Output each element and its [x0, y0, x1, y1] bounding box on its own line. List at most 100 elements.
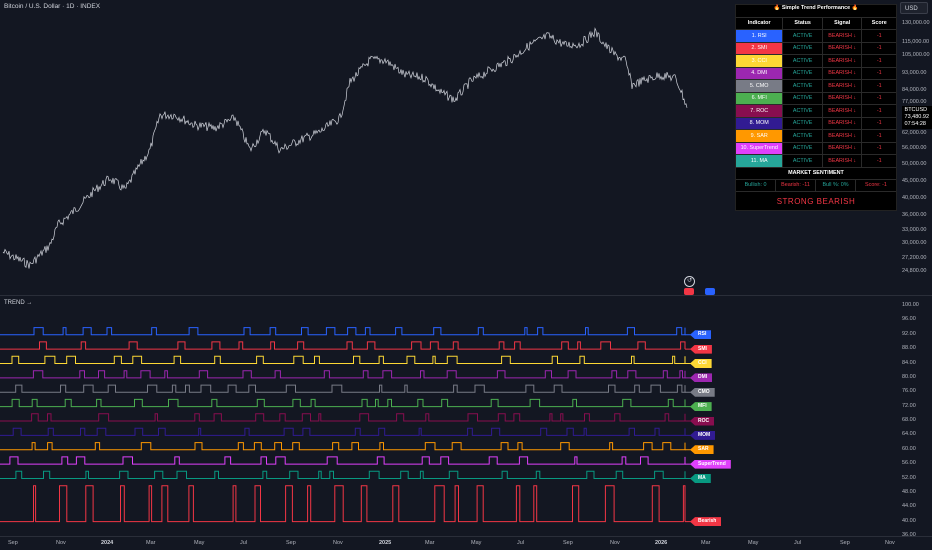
- score-cell: -1: [876, 70, 882, 77]
- score-cell: -1: [876, 45, 882, 52]
- time-tick-label: Mar: [146, 540, 156, 546]
- score-cell: -1: [876, 132, 882, 139]
- price-tick-label: 62,000.00: [902, 130, 927, 136]
- trend-performance-table: 🔥 Simple Trend Performance 🔥 Indicator S…: [735, 4, 897, 211]
- time-tick-label: May: [748, 540, 759, 546]
- table-row: 5. CMO ACTIVE BEARISH ↓ -1: [736, 80, 896, 93]
- last-price-symbol: BTCUSD: [904, 107, 928, 113]
- price-tick-label: 27,200.00: [902, 255, 927, 261]
- indicator-tick-label: 84.00: [902, 359, 916, 366]
- symbol-title[interactable]: Bitcoin / U.S. Dollar · 1D · INDEX: [4, 3, 101, 10]
- sentiment-score: Score: -1: [865, 182, 887, 189]
- indicator-tick-label: 72.00: [902, 402, 916, 409]
- status-cell: ACTIVE: [783, 30, 823, 42]
- replay-icon[interactable]: ↺: [684, 276, 695, 287]
- score-cell: -1: [876, 82, 882, 89]
- price-tick-label: 115,000.00: [902, 39, 930, 45]
- indicator-tick-label: 64.00: [902, 431, 916, 438]
- time-tick-label: Sep: [8, 540, 18, 546]
- bearish-count: Bearish: -11: [776, 179, 816, 191]
- currency-selector[interactable]: USD: [900, 2, 928, 14]
- indicator-tick-label: 48.00: [902, 488, 916, 495]
- time-tick-label: Nov: [885, 540, 895, 546]
- table-row: 1. RSI ACTIVE BEARISH ↓ -1: [736, 30, 896, 43]
- score-cell: -1: [876, 157, 882, 164]
- indicator-tag: MFI: [690, 402, 712, 412]
- indicator-name[interactable]: TREND →: [4, 300, 33, 306]
- time-tick-label: 2025: [379, 540, 392, 546]
- time-tick-label: Mar: [701, 540, 711, 546]
- price-tick-label: 56,000.00: [902, 145, 927, 151]
- time-tick-label: Jul: [794, 540, 802, 546]
- indicator-line-rsi: [0, 327, 686, 336]
- event-flag-icon[interactable]: [705, 288, 715, 295]
- sentiment-stats: Bullish: 0 Bearish: -11 Bull %: 0% Score…: [736, 179, 896, 192]
- indicator-tick-label: 44.00: [902, 503, 916, 510]
- sentiment-title: MARKET SENTIMENT: [736, 168, 896, 180]
- indicator-tick-label: 100.00: [902, 302, 919, 308]
- time-tick-label: Mar: [425, 540, 435, 546]
- price-tick-label: 50,000.00: [902, 161, 927, 167]
- last-price-label: BTCUSD 73,480.92 07:54:28: [901, 106, 932, 129]
- indicator-name-cell: 3. CCI: [736, 55, 784, 67]
- indicator-name-cell: 7. ROC: [736, 105, 784, 117]
- indicator-name-cell: 9. SAR: [736, 130, 784, 142]
- indicator-line-bearish: [0, 485, 686, 523]
- event-flag-icon[interactable]: [684, 288, 694, 295]
- table-header: Indicator Status Signal Score: [736, 17, 896, 30]
- table-row: 9. SAR ACTIVE BEARISH ↓ -1: [736, 130, 896, 143]
- indicator-tick-label: 96.00: [902, 316, 916, 323]
- status-cell: ACTIVE: [783, 130, 823, 142]
- score-cell: -1: [876, 107, 882, 114]
- time-tick-label: Sep: [840, 540, 850, 546]
- time-tick-label: Jul: [240, 540, 248, 546]
- indicator-chart[interactable]: [0, 296, 932, 536]
- price-tick-label: 105,000.00: [902, 52, 930, 58]
- time-axis[interactable]: [0, 536, 932, 550]
- signal-cell: BEARISH ↓: [823, 67, 863, 79]
- indicator-line-sar: [0, 442, 686, 451]
- price-tick-label: 77,000.00: [902, 99, 927, 105]
- last-price-countdown: 07:54:28: [904, 121, 926, 127]
- indicator-line-mfi: [0, 398, 686, 408]
- status-cell: ACTIVE: [783, 80, 823, 92]
- indicator-tag: CMO: [690, 387, 715, 397]
- signal-cell: BEARISH ↓: [823, 80, 863, 92]
- indicator-line-ma: [0, 470, 686, 479]
- signal-cell: BEARISH ↓: [823, 30, 863, 42]
- indicator-tag: SMI: [690, 344, 712, 354]
- price-tick-label: 40,000.00: [902, 195, 927, 201]
- sentiment-verdict: STRONG BEARISH: [776, 196, 856, 206]
- status-cell: ACTIVE: [783, 117, 823, 129]
- table-row: 10. SuperTrend ACTIVE BEARISH ↓ -1: [736, 142, 896, 155]
- price-tick-label: 45,000.00: [902, 178, 927, 184]
- bull-percent: Bull %: 0%: [816, 179, 856, 191]
- indicator-tick-label: 68.00: [902, 417, 916, 423]
- indicator-tag: ROC: [690, 416, 715, 426]
- header-status: Status: [783, 17, 823, 29]
- indicator-tag: SAR: [690, 445, 714, 455]
- time-tick-label: Jul: [517, 540, 525, 546]
- status-cell: ACTIVE: [783, 142, 823, 154]
- indicator-tick-label: 76.00: [902, 388, 916, 395]
- status-cell: ACTIVE: [783, 42, 823, 54]
- indicator-name-cell: 6. MFI: [736, 92, 784, 104]
- indicator-name-cell: 8. MOM: [736, 117, 784, 129]
- indicator-tick-label: 40.00: [902, 517, 916, 524]
- score-cell: -1: [876, 145, 882, 152]
- time-tick-label: May: [194, 540, 205, 546]
- price-chart[interactable]: [0, 0, 932, 296]
- price-tick-label: 84,000.00: [902, 87, 927, 93]
- time-tick-label: Nov: [333, 540, 343, 546]
- table-row: 6. MFI ACTIVE BEARISH ↓ -1: [736, 92, 896, 105]
- header-indicator: Indicator: [736, 17, 784, 29]
- indicator-tag: Bearish: [690, 517, 722, 527]
- table-row: 11. MA ACTIVE BEARISH ↓ -1: [736, 155, 896, 168]
- signal-cell: BEARISH ↓: [823, 155, 863, 167]
- signal-cell: BEARISH ↓: [823, 142, 863, 154]
- indicator-tag: SuperTrend: [690, 459, 731, 469]
- indicator-tick-label: 88.00: [902, 345, 916, 352]
- indicator-line-mom: [0, 427, 686, 436]
- indicator-line-cmo: [0, 384, 686, 393]
- table-row: 3. CCI ACTIVE BEARISH ↓ -1: [736, 55, 896, 68]
